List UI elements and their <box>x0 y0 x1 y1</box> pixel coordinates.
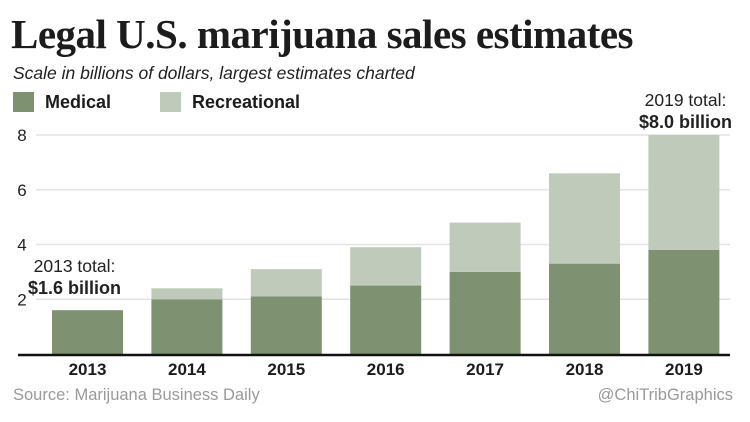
legend-swatch-medical <box>13 92 34 112</box>
source-note: Source: Marijuana Business Daily <box>13 386 260 404</box>
bar-recreational-2018 <box>549 173 620 264</box>
bar-medical-2016 <box>350 285 422 354</box>
bar-medical-2015 <box>250 296 322 354</box>
chart-subtitle: Scale in billions of dollars, largest es… <box>13 63 415 83</box>
x-tick-label: 2015 <box>267 360 305 379</box>
bar-medical-2018 <box>549 263 620 354</box>
bar-recreational-2017 <box>449 222 521 272</box>
annotation-2019-value: $8.0 billion <box>638 112 733 132</box>
bar-medical-2014 <box>151 299 223 354</box>
y-tick-label: 2 <box>17 290 26 309</box>
annotation-2013-value: $1.6 billion <box>27 278 122 298</box>
annotation-2013-total: 2013 total: $1.6 billion <box>12 255 137 299</box>
bar-medical-2019 <box>648 249 720 354</box>
y-tick-label: 8 <box>17 126 26 145</box>
legend-label-medical: Medical <box>45 92 112 112</box>
bar-recreational-2019 <box>648 135 720 250</box>
x-tick-label: 2018 <box>566 360 604 379</box>
y-tick-label: 6 <box>17 181 26 200</box>
legend-label-recreational: Recreational <box>192 92 301 112</box>
credit-note: @ChiTribGraphics <box>597 386 733 404</box>
x-tick-label: 2013 <box>69 360 107 379</box>
x-tick-label: 2017 <box>466 360 504 379</box>
annotation-2013-label: 2013 total: <box>33 256 116 276</box>
bar-recreational-2015 <box>250 269 322 297</box>
legend-swatch-recreational <box>160 92 181 112</box>
x-tick-label: 2019 <box>665 360 703 379</box>
x-tick-label: 2016 <box>367 360 405 379</box>
bar-recreational-2016 <box>350 247 422 286</box>
annotation-2019-label: 2019 total: <box>644 90 727 110</box>
annotation-2019-total: 2019 total: $8.0 billion <box>628 89 743 133</box>
bar-medical-2017 <box>449 271 521 354</box>
y-tick-label: 4 <box>17 236 26 255</box>
bar-medical-2013 <box>52 310 123 354</box>
chart-title: Legal U.S. marijuana sales estimates <box>11 11 634 57</box>
bar-recreational-2014 <box>151 288 223 300</box>
x-tick-label: 2014 <box>168 360 206 379</box>
